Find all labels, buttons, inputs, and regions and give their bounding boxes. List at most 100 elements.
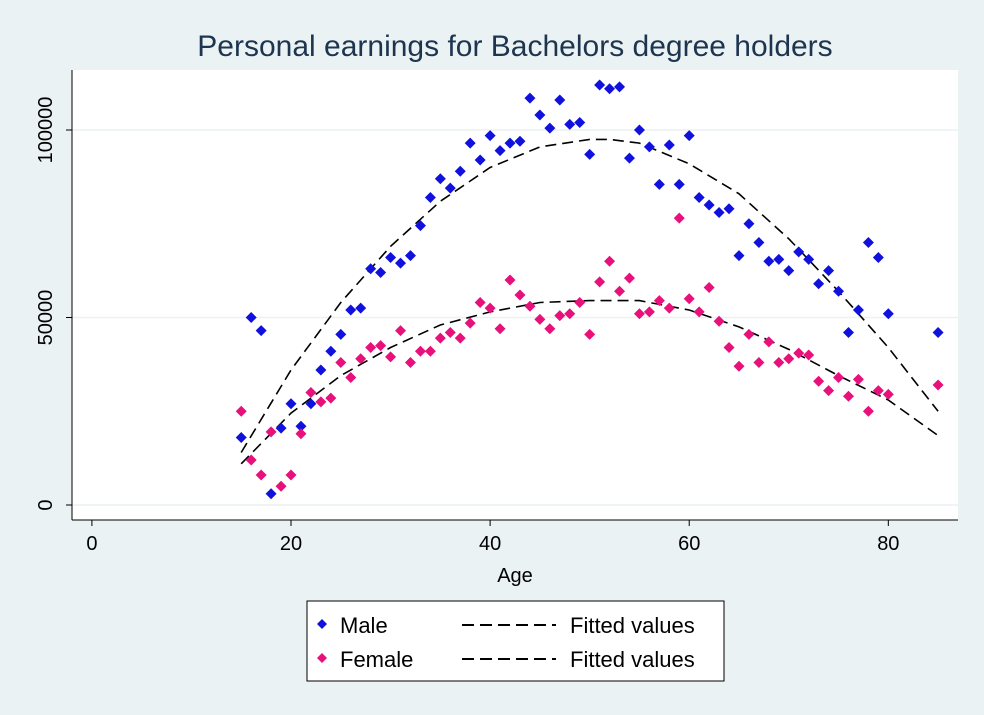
male-point [345,304,357,316]
female-point [594,276,606,288]
female-point [524,300,536,312]
female-point [454,332,466,344]
female-point [335,357,347,368]
x-axis-label: Age [497,565,533,587]
female-point [494,323,506,335]
male-point [235,432,247,443]
female-point [604,255,616,267]
male-point [862,237,874,248]
female-point [683,293,695,305]
female-point [305,387,317,398]
legend-marker-female [317,653,327,663]
male-point [325,345,337,357]
female-point [414,345,426,357]
female-point [245,454,257,466]
female-point [514,289,526,301]
male-point [554,94,566,106]
male-point [365,263,377,275]
female-point [793,347,805,359]
female-point [842,390,854,402]
female-point [733,360,745,372]
male-point [584,148,596,160]
female-point [813,375,825,387]
male-point [474,154,486,166]
female-point [385,351,397,363]
female-point [295,428,307,440]
female-point [365,342,377,353]
female-point [444,327,456,338]
female-point [355,353,367,365]
female-point [713,315,725,327]
female-point [345,372,357,383]
female-point [544,323,556,335]
female-point [235,405,247,417]
female-point [773,357,785,368]
female-point [285,469,297,481]
female-point [703,282,715,293]
male-point [643,141,655,153]
female-point [375,340,387,352]
male-point [723,203,735,215]
male-point [434,173,446,185]
male-point [305,398,317,410]
male-point [773,253,785,265]
male-point [255,325,267,337]
male-point [852,304,864,316]
male-point [663,139,675,151]
male-point [444,182,456,194]
fitted-line [240,138,939,453]
male-point [842,327,854,338]
y-tick-label: 50000 [35,290,57,346]
female-point [584,328,596,340]
male-point [424,192,436,203]
fitted-lines [240,138,939,465]
female-point [673,212,685,224]
male-point [375,267,387,278]
male-point [614,81,626,93]
female-point [653,295,665,307]
female-point [325,392,337,404]
male-point [683,130,695,142]
male-point [763,255,775,267]
male-point [882,308,894,320]
male-point [315,364,327,376]
male-point [793,246,805,258]
male-point [653,178,665,190]
male-point [753,237,765,248]
female-point [803,349,815,361]
male-point [385,252,397,263]
female-point [862,405,874,417]
male-point [395,257,407,269]
female-point [693,306,705,318]
male-point [833,285,845,297]
male-point [703,199,715,211]
male-point [594,79,606,91]
female-point [643,306,655,318]
male-point [295,420,307,432]
male-point [355,302,367,314]
x-tick-label: 20 [280,533,302,555]
male-point [783,265,795,277]
male-point [504,137,516,149]
y-tick-label: 100000 [35,97,57,164]
male-point [733,250,745,262]
female-point [484,302,496,314]
female-point [723,342,735,353]
axes: 0 20 40 60 80 0 50000 100000 [35,70,958,555]
male-point [464,137,476,149]
grid-lines [72,129,958,506]
female-point [504,274,516,286]
female-point [265,426,277,438]
male-point [514,135,526,147]
female-point [424,345,436,357]
female-point [395,325,407,337]
female-point [554,310,566,322]
male-point [633,124,645,136]
male-point [534,109,546,121]
female-point [763,336,775,348]
female-point [872,385,884,397]
female-point [932,379,944,391]
legend: Male Fitted values Female Fitted values [306,600,725,682]
legend-label-fit-male: Fitted values [570,613,695,638]
